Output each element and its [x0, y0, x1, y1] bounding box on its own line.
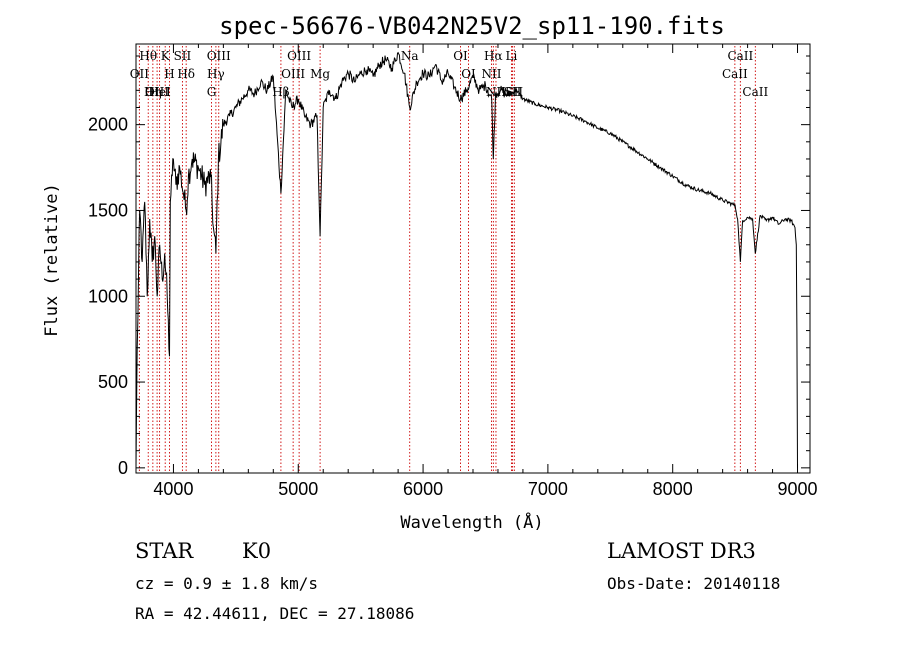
survey-name: LAMOST DR3 [607, 539, 756, 563]
obs-date-text: Obs-Date: 20140118 [607, 574, 781, 593]
spectral-line-label: Li [506, 49, 518, 63]
spectral-line-label: OI [453, 49, 468, 63]
spectral-line-label: CaII [742, 85, 768, 99]
spectral-line-label: G [207, 85, 217, 99]
spectral-line-label: Hη [144, 85, 162, 99]
x-tick-label: 9000 [777, 479, 817, 499]
redshift-text: cz = 0.9 ± 1.8 km/s [135, 574, 319, 593]
coordinates-text: RA = 42.44611, DEC = 27.18086 [135, 604, 415, 623]
object-class: STAR [135, 539, 194, 563]
x-tick-label: 6000 [403, 479, 443, 499]
y-tick-label: 1500 [88, 200, 128, 220]
chart-title: spec-56676-VB042N25V2_sp11-190.fits [219, 12, 725, 40]
x-tick-label: 4000 [153, 479, 193, 499]
x-tick-label: 7000 [528, 479, 568, 499]
y-axis-label: Flux (relative) [42, 183, 62, 337]
spectral-line-label: SII [174, 49, 192, 63]
spectral-line-label: OIII [207, 49, 231, 63]
plot-frame [135, 43, 811, 474]
x-tick-label: 5000 [278, 479, 318, 499]
spectral-line-label: Na [401, 49, 419, 63]
spectral-line-label: CaII [722, 67, 748, 81]
y-tick-label: 1000 [88, 286, 128, 306]
spectral-line-label: OIII [281, 67, 305, 81]
spectral-line-label: Mg [310, 67, 330, 81]
spectral-line-label: H [164, 67, 174, 81]
spectral-line-label: Hγ [207, 67, 225, 81]
flux-spectrum-line [135, 51, 798, 468]
x-axis-label: Wavelength (Å) [400, 511, 543, 533]
y-tick-label: 2000 [88, 115, 128, 135]
spectral-line-label: OII [130, 67, 150, 81]
y-tick-label: 0 [118, 458, 128, 478]
y-tick-label: 500 [98, 372, 128, 392]
spectral-line-label: Hα [484, 49, 503, 63]
x-tick-label: 8000 [653, 479, 693, 499]
spectral-line-label: CaII [727, 49, 753, 63]
spectral-line-label: OIII [287, 49, 311, 63]
spectral-line-label: K [161, 49, 171, 63]
spectral-line-label: OIII [145, 85, 169, 99]
spectral-line-label: NII [481, 67, 501, 81]
spectral-line-label: HeI [148, 85, 171, 99]
object-subclass: K0 [242, 539, 272, 563]
spectral-line-label: Hθ [139, 49, 157, 63]
spectral-line-label: Hδ [177, 67, 195, 81]
